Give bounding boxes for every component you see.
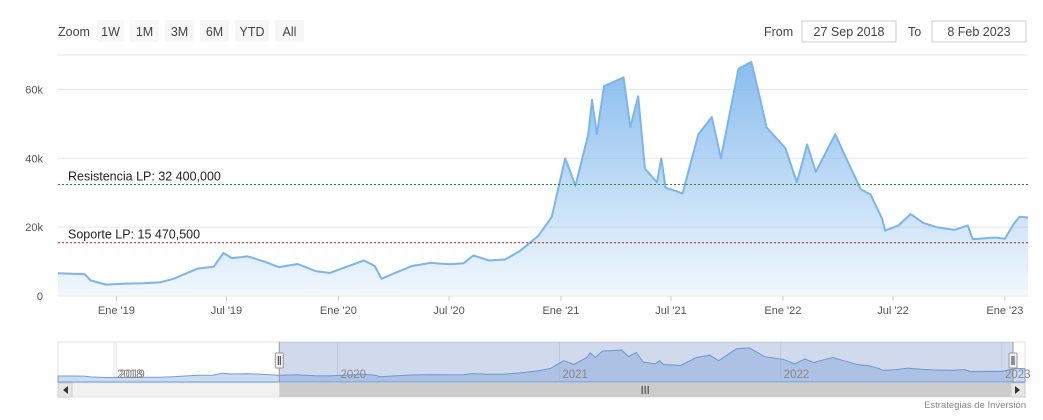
y-tick-label: 0 [37, 291, 43, 303]
zoom-button-all[interactable]: All [275, 20, 304, 42]
arrow-right-icon [1015, 386, 1020, 394]
navigator-selected-range[interactable] [279, 342, 1013, 382]
price-line[interactable] [58, 60, 1028, 286]
from-label: From [764, 25, 793, 39]
y-tick-label: 60k [25, 84, 43, 96]
zoom-label: Zoom [58, 25, 90, 39]
navigator-handles [274, 342, 1018, 382]
gridlines [58, 54, 1028, 297]
x-tick-label: Jul '20 [433, 305, 464, 317]
navigator-year-label: 2018 [117, 369, 143, 381]
x-tick-label: Jul '19 [211, 305, 242, 317]
navigator-left-handle[interactable] [274, 342, 284, 382]
from-date-input[interactable] [801, 20, 897, 43]
x-tick-label: Ene '23 [986, 305, 1023, 317]
x-tick-label: Jul '21 [655, 305, 686, 317]
arrow-left-icon [63, 386, 68, 394]
navigator-year-label: 2023 [1005, 369, 1031, 381]
price-area [58, 61, 1028, 295]
navigator-year-label: 2022 [784, 369, 810, 381]
x-tick-label: Ene '20 [320, 305, 357, 317]
x-tick-label: Ene '21 [542, 305, 579, 317]
navigator-series [57, 347, 1026, 383]
zoom-buttons: 1W 1M 3M 6M YTD All [97, 20, 304, 42]
zoom-button-6m[interactable]: 6M [200, 20, 229, 42]
navigator-right-handle[interactable] [1008, 342, 1018, 382]
zoom-button-1m[interactable]: 1M [130, 20, 159, 42]
zoom-button-label: YTD [240, 25, 265, 39]
resistance-label: Resistencia LP: 32 400,000 [68, 169, 221, 183]
zoom-button-label: All [283, 25, 297, 39]
y-tick-label: 40k [25, 153, 43, 165]
y-axis: 0 20k 40k 60k [25, 84, 43, 303]
navigator-year-label: 2019 [119, 369, 145, 381]
credits[interactable]: Estrategias de Inversión [924, 400, 1026, 411]
zoom-button-label: 1M [136, 25, 153, 39]
to-date-value: 8 Feb 2023 [947, 25, 1010, 39]
support-label: Soporte LP: 15 470,500 [68, 228, 200, 242]
zoom-button-label: 6M [206, 25, 223, 39]
zoom-button-1w[interactable]: 1W [97, 20, 124, 42]
x-tick-label: Ene '19 [98, 305, 135, 317]
x-axis: Ene '19 Jul '19 Ene '20 Jul '20 Ene '21 Jul '… [98, 296, 1023, 317]
to-date-input[interactable] [931, 20, 1027, 43]
zoom-button-label: 1W [101, 25, 120, 39]
x-tick-label: Ene '22 [764, 305, 801, 317]
navigator-year-label: 2021 [562, 369, 588, 381]
x-tick-label: Jul '22 [877, 305, 908, 317]
to-label: To [908, 25, 921, 39]
y-tick-label: 20k [25, 222, 43, 234]
annotations: Resistencia LP: 32 400,000 Soporte LP: 15… [58, 169, 1028, 244]
scrollbar-grip-icon [641, 386, 649, 394]
navigator-year-label: 2020 [340, 369, 366, 381]
zoom-button-ytd[interactable]: YTD [235, 20, 269, 42]
zoom-button-3m[interactable]: 3M [165, 20, 194, 42]
zoom-button-label: 3M [171, 25, 188, 39]
from-date-value: 27 Sep 2018 [814, 25, 885, 39]
range-selector: Zoom 1W 1M 3M 6M YTD All From 27 Sep 2018 To … [58, 20, 1027, 43]
